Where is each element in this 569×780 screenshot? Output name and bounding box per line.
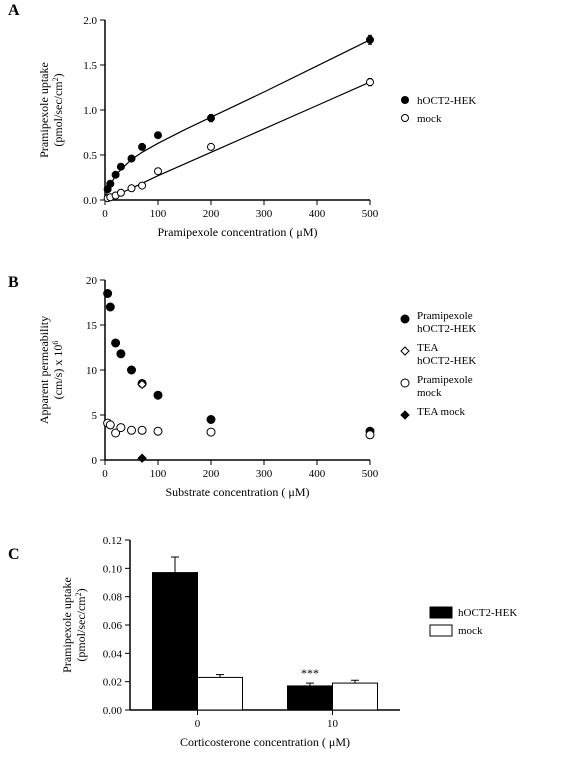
svg-text:500: 500	[362, 208, 379, 220]
svg-text:2.0: 2.0	[83, 15, 97, 27]
svg-text:Substrate concentration ( μM): Substrate concentration ( μM)	[165, 485, 309, 499]
svg-text:1.0: 1.0	[83, 105, 97, 117]
svg-text:TEA mock: TEA mock	[417, 406, 465, 418]
panel-b-label: B	[8, 274, 19, 292]
svg-text:400: 400	[309, 208, 326, 220]
svg-text:mock: mock	[417, 113, 442, 125]
svg-text:100: 100	[150, 208, 167, 220]
svg-text:Apparent permeability(cm/s) x: Apparent permeability(cm/s) x 106	[37, 316, 65, 424]
svg-text:1.5: 1.5	[83, 60, 97, 72]
svg-text:Pramipexole concentration ( μM: Pramipexole concentration ( μM)	[157, 225, 317, 239]
svg-text:20: 20	[86, 275, 98, 287]
panel-a-chart: 0 100 200 300 400 500 0.0 0.5 1.0 1.5 2.0 Pramipexo…	[0, 0, 569, 260]
svg-text:15: 15	[86, 320, 98, 332]
svg-text:TEA: TEA	[417, 342, 438, 354]
svg-text:0.06: 0.06	[103, 620, 123, 632]
svg-text:Corticosterone concentration (: Corticosterone concentration ( μM)	[180, 735, 350, 749]
svg-text:0.08: 0.08	[103, 592, 123, 604]
svg-text:0.12: 0.12	[103, 535, 122, 547]
panel-b-chart: 0 100 200 300 400 500 0 5 10 15 20 Substrate concen…	[0, 260, 569, 520]
svg-text:10: 10	[86, 365, 98, 377]
svg-text:hOCT2-HEK: hOCT2-HEK	[458, 607, 517, 619]
panel-c-chart: 0.00 0.02 0.04 0.06 0.08 0.10 0.12 0 *** 10 Cortic…	[0, 520, 569, 780]
svg-text:0.04: 0.04	[103, 648, 123, 660]
panel-a-label: A	[8, 2, 20, 20]
svg-text:10: 10	[327, 718, 339, 730]
svg-text:hOCT2-HEK: hOCT2-HEK	[417, 355, 476, 367]
svg-text:400: 400	[309, 468, 326, 480]
svg-text:Pramipexole uptake(pmol/sec/cm: Pramipexole uptake(pmol/sec/cm2)	[37, 62, 65, 158]
svg-text:0: 0	[102, 208, 108, 220]
svg-text:hOCT2-HEK: hOCT2-HEK	[417, 95, 476, 107]
panel-c-label: C	[8, 546, 20, 564]
svg-text:5: 5	[92, 410, 98, 422]
svg-text:0: 0	[195, 718, 201, 730]
svg-text:200: 200	[203, 468, 220, 480]
svg-text:mock: mock	[458, 625, 483, 637]
svg-text:200: 200	[203, 208, 220, 220]
svg-text:0.02: 0.02	[103, 677, 122, 689]
svg-text:0.00: 0.00	[103, 705, 123, 717]
svg-text:Pramipexole: Pramipexole	[417, 374, 473, 386]
svg-text:0: 0	[92, 455, 98, 467]
svg-text:0.0: 0.0	[83, 195, 97, 207]
svg-text:0.10: 0.10	[103, 563, 123, 575]
svg-text:500: 500	[362, 468, 379, 480]
svg-text:***: ***	[301, 666, 319, 680]
svg-text:300: 300	[256, 468, 273, 480]
svg-text:100: 100	[150, 468, 167, 480]
svg-text:0: 0	[102, 468, 108, 480]
svg-text:Pramipexole uptake(pmol/sec/cm: Pramipexole uptake(pmol/sec/cm2)	[60, 577, 88, 673]
figure-container: A B C 01002003004005000.00.51.01.52.0Pra…	[0, 0, 569, 780]
svg-text:300: 300	[256, 208, 273, 220]
svg-text:0.5: 0.5	[83, 150, 97, 162]
svg-text:hOCT2-HEK: hOCT2-HEK	[417, 323, 476, 335]
svg-text:Pramipexole: Pramipexole	[417, 310, 473, 322]
svg-text:mock: mock	[417, 387, 442, 399]
